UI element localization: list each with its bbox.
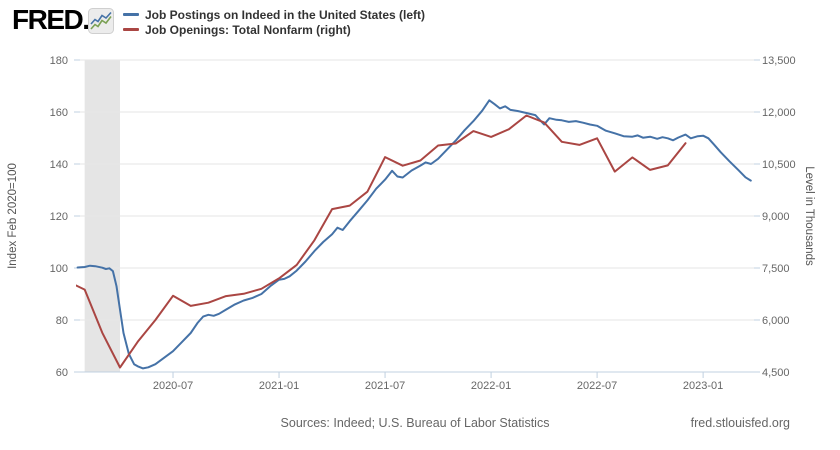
- fred-logo-reg-mark: .: [82, 4, 91, 35]
- right-tick-label-9000: 9,000: [762, 211, 790, 223]
- left-tick-label-160: 160: [50, 107, 68, 119]
- right-tick-label-12000: 12,000: [762, 107, 796, 119]
- legend-label-jolts: Job Openings: Total Nonfarm (right): [145, 22, 351, 37]
- right-tick-label-7500: 7,500: [762, 263, 790, 275]
- right-tick-label-4500: 4,500: [762, 367, 790, 379]
- series-group: [67, 99, 752, 370]
- legend-item-jolts: Job Openings: Total Nonfarm (right): [123, 22, 425, 37]
- legend-swatch-blue: [123, 13, 139, 16]
- legend-label-indeed: Job Postings on Indeed in the United Sta…: [145, 7, 426, 22]
- legend-swatch-red: [123, 28, 139, 31]
- right-tick-label-13500: 13,500: [762, 55, 796, 67]
- chart-canvas[interactable]: 2020-07 2021-01 2021-07 2022-01 2022-07 2023-…: [0, 0, 840, 410]
- chart-legend: Job Postings on Indeed in the United Sta…: [123, 7, 425, 37]
- x-tick-label-2023-01: 2023-01: [683, 380, 723, 392]
- sources-note: Sources: Indeed; U.S. Bureau of Labor St…: [280, 416, 550, 430]
- sparkline-blue-line: [90, 11, 112, 25]
- left-tick-label-180: 180: [50, 55, 68, 67]
- fred-logo[interactable]: FRED.: [12, 4, 90, 36]
- x-tick-label-2022-07: 2022-07: [577, 380, 617, 392]
- left-axis-title: Index Feb 2020=100: [7, 163, 19, 269]
- right-tick-label-10500: 10,500: [762, 159, 796, 171]
- x-tick-label-2020-07: 2020-07: [153, 380, 193, 392]
- left-tick-label-120: 120: [50, 211, 68, 223]
- fred-site-link[interactable]: fred.stlouisfed.org: [690, 416, 790, 430]
- fred-logo-text: FRED: [12, 4, 84, 35]
- left-tick-label-60: 60: [56, 367, 68, 379]
- left-tick-label-80: 80: [56, 315, 68, 327]
- fred-sparkline-icon: [88, 8, 114, 34]
- right-axis-title: Level in Thousands: [803, 166, 815, 266]
- x-tick-label-2021-07: 2021-07: [365, 380, 405, 392]
- series-line-jolts-openings[interactable]: [67, 114, 687, 369]
- legend-item-indeed: Job Postings on Indeed in the United Sta…: [123, 7, 425, 22]
- x-tick-label-2022-01: 2022-01: [471, 380, 511, 392]
- left-tick-label-100: 100: [50, 263, 68, 275]
- sparkline-green-line: [90, 16, 112, 30]
- right-tick-label-6000: 6,000: [762, 315, 790, 327]
- series-line-indeed-postings[interactable]: [76, 99, 752, 370]
- x-tick-label-2021-01: 2021-01: [259, 380, 299, 392]
- left-tick-label-140: 140: [50, 159, 68, 171]
